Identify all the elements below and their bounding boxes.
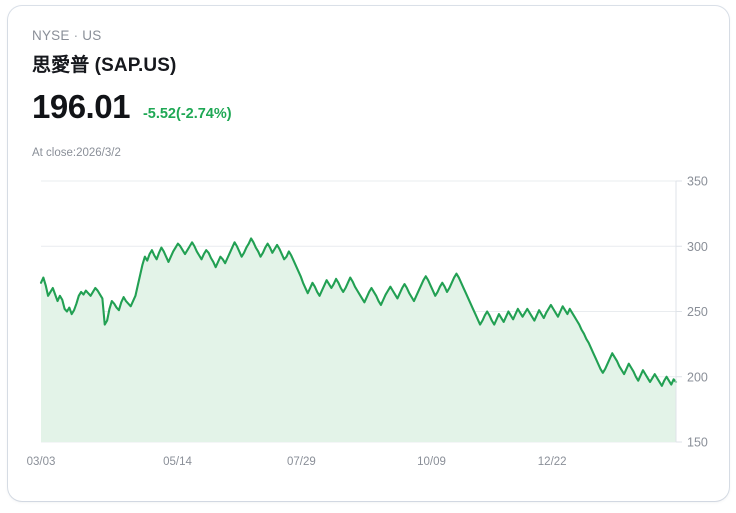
separator-dot: ·: [73, 28, 79, 43]
svg-text:350: 350: [687, 175, 708, 189]
svg-text:12/22: 12/22: [538, 456, 567, 468]
chart-y-axis-labels: 350 300 250 200 150: [687, 175, 708, 450]
chart-area-fill: [41, 238, 676, 442]
chart-line: [39, 237, 678, 387]
svg-text:250: 250: [687, 305, 708, 319]
svg-text:300: 300: [687, 240, 708, 254]
exchange-region-line: NYSE · US: [32, 28, 101, 43]
region-label: US: [82, 28, 102, 43]
svg-text:10/09: 10/09: [417, 456, 446, 468]
svg-text:03/03: 03/03: [27, 456, 56, 468]
svg-text:07/29: 07/29: [287, 456, 316, 468]
chart-x-axis-labels: 03/03 05/14 07/29 10/09 12/22: [27, 456, 567, 468]
exchange-label: NYSE: [32, 28, 70, 43]
price-chart[interactable]: 350 300 250 200 150 03/03 05/14 07/29 10/09 12/2…: [0, 165, 736, 475]
price-row: 196.01 -5.52(-2.74%): [32, 90, 232, 123]
price-value: 196.01: [32, 88, 130, 125]
page-title: 思愛普 (SAP.US): [32, 55, 177, 76]
svg-text:150: 150: [687, 436, 708, 450]
svg-text:200: 200: [687, 370, 708, 384]
at-close-timestamp: At close:2026/3/2: [32, 147, 121, 159]
price-change-badge: -5.52(-2.74%): [142, 106, 232, 122]
price-chart-svg[interactable]: 350 300 250 200 150 03/03 05/14 07/29 10/09 12/2…: [0, 165, 736, 475]
svg-text:05/14: 05/14: [163, 456, 192, 468]
